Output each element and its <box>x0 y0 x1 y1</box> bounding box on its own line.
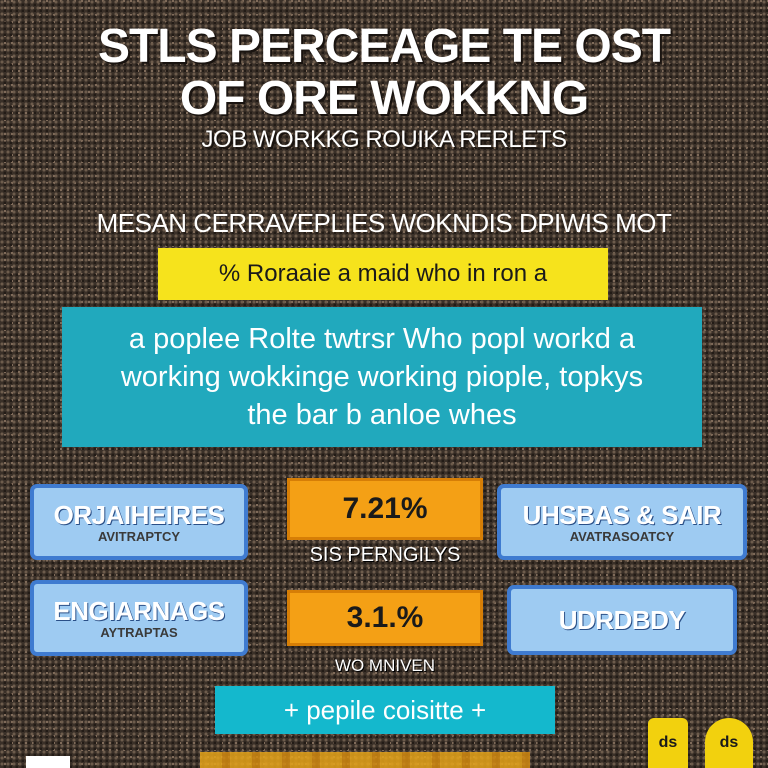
title-line-2: OF ORE WOKKNG <box>179 72 589 125</box>
category-box-left-2: ENGIARNAGS AYTRAPTAS <box>30 580 248 656</box>
bottom-left-decor <box>26 756 70 768</box>
category-label: ORJAIHEIRES <box>53 499 225 530</box>
stat-value-2: 3.1.% <box>287 590 483 646</box>
stat-caption-2: WO MNIVEN <box>334 656 436 675</box>
category-label: ENGIARNAGS <box>53 595 225 626</box>
category-box-right-2: UDRDBDY <box>507 585 737 655</box>
category-box-right-1: UHSBAS & SAIR AVATRASOATCY <box>497 484 747 560</box>
title-line-1: STLS PERCEAGE TE OST <box>97 20 671 73</box>
category-sublabel: AVITRAPTCY <box>97 528 181 544</box>
yellow-tag-2: ds <box>705 718 753 768</box>
yellow-banner: % Roraaie a maid who in ron a <box>158 248 608 300</box>
stat-caption-1: SIS PERNGILYS <box>309 544 461 566</box>
category-label: UDRDBDY <box>558 605 686 635</box>
subheading: MESAN CERRAVEPLIES WOKNDIS DPIWIS MOT <box>96 208 672 238</box>
category-sublabel: AVATRASOATCY <box>569 528 675 544</box>
category-label: UHSBAS & SAIR <box>522 499 722 530</box>
stat-value-1: 7.21% <box>287 478 483 540</box>
title-line-3: JOB WORKKG ROUIKA RERLETS <box>201 126 567 153</box>
teal-box-line-2: working wokkinge working piople, topkys <box>120 361 644 393</box>
teal-info-box: a poplee Rolte twtrsr Who popl workd a w… <box>62 307 702 447</box>
category-box-left-1: ORJAIHEIRES AVITRAPTCY <box>30 484 248 560</box>
bottom-decor-strip <box>200 752 530 768</box>
category-sublabel: AYTRAPTAS <box>100 624 178 640</box>
teal-box-line-1: a poplee Rolte twtrsr Who popl workd a <box>128 323 636 355</box>
cyan-banner: + pepile coisitte + <box>215 686 555 734</box>
yellow-tag-1: ds <box>648 718 688 768</box>
teal-box-line-3: the bar b anloe whes <box>247 399 517 431</box>
